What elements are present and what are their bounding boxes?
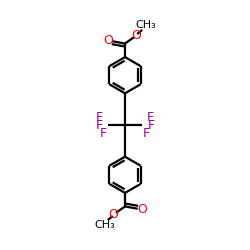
Text: CH₃: CH₃ xyxy=(94,220,115,230)
Text: O: O xyxy=(103,34,113,47)
Text: O: O xyxy=(132,29,141,42)
Text: CH₃: CH₃ xyxy=(135,20,156,30)
Text: F: F xyxy=(95,119,102,132)
Text: O: O xyxy=(137,203,147,216)
Text: F: F xyxy=(148,119,155,132)
Text: O: O xyxy=(109,208,118,221)
Text: F: F xyxy=(143,128,150,140)
Text: F: F xyxy=(96,111,103,124)
Text: F: F xyxy=(100,128,107,140)
Text: F: F xyxy=(147,111,154,124)
